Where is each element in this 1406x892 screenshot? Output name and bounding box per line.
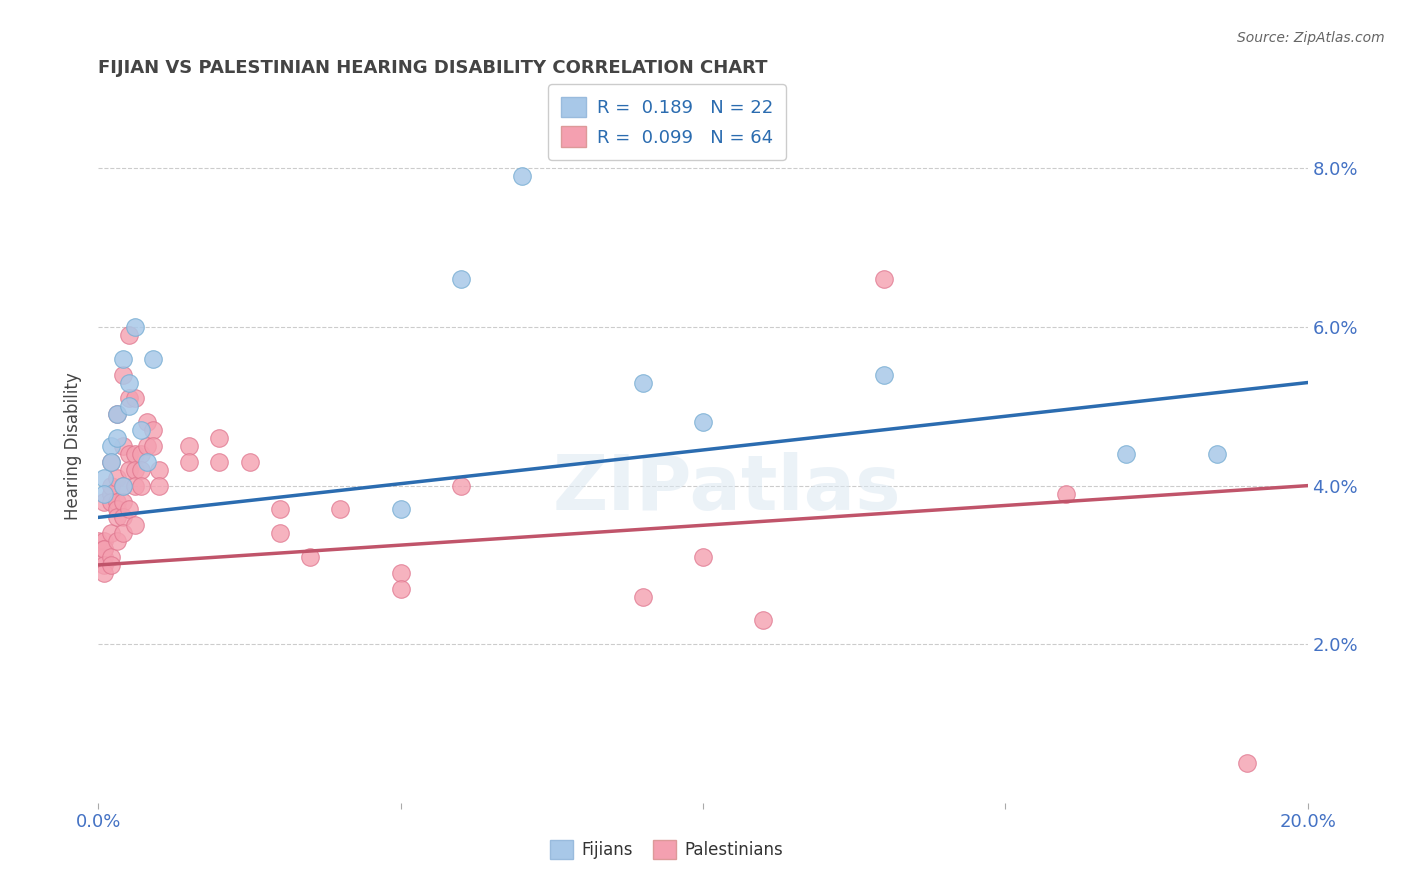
Point (692, 415, 714, 429)
Point (389, 566, 412, 580)
Point (93, 566, 115, 580)
Point (129, 423, 152, 437)
Point (129, 463, 152, 477)
Point (100, 558, 122, 572)
Point (1236, 756, 1258, 771)
Point (142, 439, 165, 453)
Point (1115, 447, 1137, 461)
Point (129, 478, 152, 492)
Point (124, 320, 146, 334)
Point (135, 415, 157, 429)
Text: ZIPatlas: ZIPatlas (553, 452, 901, 525)
Point (100, 455, 122, 469)
Point (148, 478, 170, 492)
Point (631, 376, 654, 390)
Point (93, 558, 115, 572)
Point (118, 400, 141, 414)
Point (450, 272, 472, 286)
Point (692, 549, 714, 564)
Point (111, 478, 134, 492)
Point (299, 549, 322, 564)
Point (105, 534, 128, 549)
Point (389, 502, 412, 516)
Point (269, 502, 291, 516)
Point (93, 494, 115, 508)
Point (179, 439, 201, 453)
Point (124, 463, 146, 477)
Point (389, 582, 412, 596)
Point (87, 534, 110, 549)
Point (1206, 447, 1229, 461)
Point (135, 439, 157, 453)
Point (148, 463, 170, 477)
Point (208, 431, 231, 445)
Point (111, 368, 134, 382)
Point (111, 439, 134, 453)
Point (124, 478, 146, 492)
Point (631, 590, 654, 604)
Point (105, 502, 128, 516)
Point (118, 463, 141, 477)
Point (1054, 486, 1077, 500)
Point (873, 368, 896, 382)
Point (93, 549, 115, 564)
Point (111, 478, 134, 492)
Point (450, 478, 472, 492)
Point (118, 376, 141, 390)
Point (118, 328, 141, 343)
Point (111, 494, 134, 508)
Point (239, 455, 262, 469)
Point (93, 534, 115, 549)
Point (111, 351, 134, 366)
Point (129, 447, 152, 461)
Point (93, 542, 115, 557)
Point (118, 502, 141, 516)
Legend: Fijians, Palestinians: Fijians, Palestinians (543, 833, 790, 866)
Point (179, 455, 201, 469)
Point (142, 351, 165, 366)
Text: FIJIAN VS PALESTINIAN HEARING DISABILITY CORRELATION CHART: FIJIAN VS PALESTINIAN HEARING DISABILITY… (98, 59, 768, 77)
Point (124, 447, 146, 461)
Point (105, 510, 128, 524)
Point (135, 455, 157, 469)
Point (100, 439, 122, 453)
Point (100, 549, 122, 564)
Point (93, 542, 115, 557)
Point (142, 423, 165, 437)
Point (208, 455, 231, 469)
Point (100, 494, 122, 508)
Point (510, 169, 533, 184)
Point (93, 486, 115, 500)
Point (105, 407, 128, 421)
Point (752, 614, 775, 628)
Point (100, 455, 122, 469)
Y-axis label: Hearing Disability: Hearing Disability (65, 372, 83, 520)
Point (105, 431, 128, 445)
Point (124, 392, 146, 406)
Point (124, 518, 146, 533)
Point (118, 392, 141, 406)
Point (111, 510, 134, 524)
Point (93, 471, 115, 485)
Point (100, 486, 122, 500)
Point (100, 526, 122, 541)
Point (269, 526, 291, 541)
Point (118, 447, 141, 461)
Point (111, 526, 134, 541)
Point (873, 272, 896, 286)
Point (105, 471, 128, 485)
Point (329, 502, 352, 516)
Point (105, 407, 128, 421)
Text: Source: ZipAtlas.com: Source: ZipAtlas.com (1237, 31, 1385, 45)
Point (105, 494, 128, 508)
Point (100, 478, 122, 492)
